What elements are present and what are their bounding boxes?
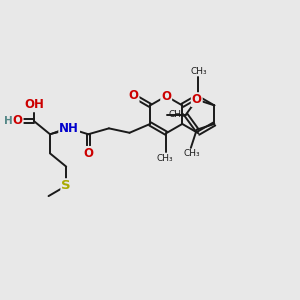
Text: O: O (13, 115, 22, 128)
Text: H: H (4, 116, 13, 126)
Text: CH₃: CH₃ (190, 67, 207, 76)
Text: CH₃: CH₃ (184, 149, 201, 158)
Text: CH₃: CH₃ (168, 110, 185, 119)
Text: O: O (192, 93, 202, 106)
Text: CH₃: CH₃ (156, 154, 173, 163)
Text: O: O (161, 90, 171, 103)
Text: O: O (129, 89, 139, 102)
Text: S: S (61, 179, 71, 192)
Text: NH: NH (59, 122, 79, 135)
Text: OH: OH (24, 98, 44, 111)
Text: O: O (83, 147, 93, 160)
Polygon shape (50, 127, 70, 134)
